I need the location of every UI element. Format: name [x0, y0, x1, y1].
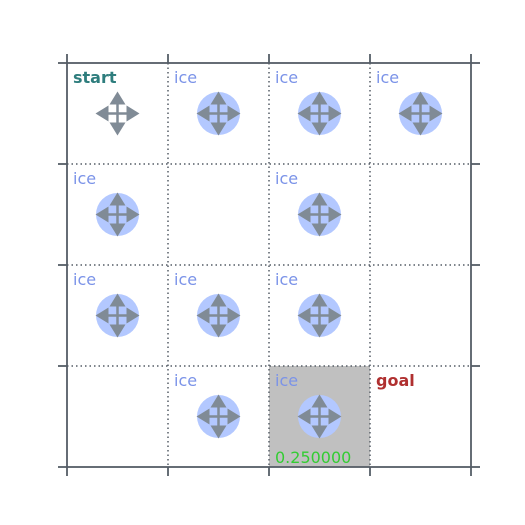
cell-label-ice: ice: [174, 270, 197, 289]
move-arrows-icon: [95, 192, 140, 237]
move-arrows-icon: [196, 293, 241, 338]
move-arrows-icon: [297, 192, 342, 237]
cell-value: 0.250000: [275, 448, 351, 467]
move-arrows-icon: [398, 91, 443, 136]
move-arrows-icon: [95, 91, 140, 136]
grid-cell-3-1: ice: [174, 371, 241, 439]
move-arrows-icon: [196, 91, 241, 136]
grid-cell-2-2: ice: [275, 270, 342, 338]
grid-cell-0-0: start: [73, 68, 140, 136]
move-arrows-icon: [297, 394, 342, 439]
grid-cell-1-0: ice: [73, 169, 140, 237]
cell-label-ice: ice: [275, 270, 298, 289]
cell-layer: start ice ice ice ice ice ice ice ice ice ice 0.250…: [73, 68, 443, 467]
grid-cell-3-3: goal: [376, 371, 415, 390]
grid-lines: [58, 54, 480, 476]
grid-cell-0-1: ice: [174, 68, 241, 136]
cell-label-start: start: [73, 68, 117, 87]
cell-label-ice: ice: [174, 68, 197, 87]
move-arrows-icon: [95, 293, 140, 338]
cell-label-ice: ice: [275, 68, 298, 87]
move-arrows-icon: [297, 293, 342, 338]
cell-label-ice: ice: [275, 169, 298, 188]
grid-cell-0-3: ice: [376, 68, 443, 136]
cell-label-ice: ice: [73, 270, 96, 289]
cell-label-ice: ice: [376, 68, 399, 87]
cell-label-ice: ice: [174, 371, 197, 390]
grid-cell-0-2: ice: [275, 68, 342, 136]
cell-label-goal: goal: [376, 371, 415, 390]
move-arrows-icon: [196, 394, 241, 439]
cell-label-ice: ice: [73, 169, 96, 188]
cell-label-ice: ice: [275, 371, 298, 390]
move-arrows-icon: [297, 91, 342, 136]
grid-cell-2-1: ice: [174, 270, 241, 338]
grid-cell-1-2: ice: [275, 169, 342, 237]
grid-cell-3-2: ice 0.250000: [275, 371, 351, 467]
grid-cell-2-0: ice: [73, 270, 140, 338]
